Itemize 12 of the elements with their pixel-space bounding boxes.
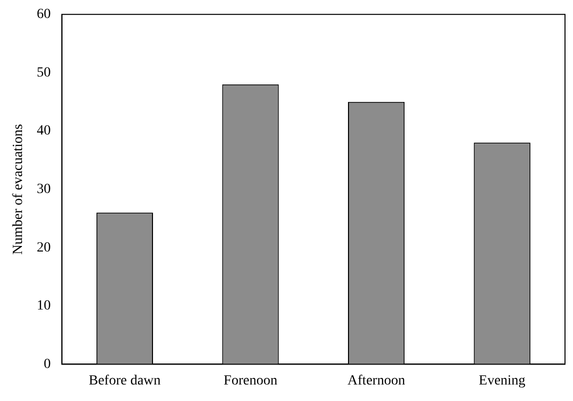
y-tick-label: 30 [36,182,51,197]
x-tick-label: Afternoon [348,373,406,388]
y-axis-title: Number of evacuations [11,124,26,255]
y-tick-label: 60 [36,7,51,22]
x-tick-label: Before dawn [88,373,161,388]
x-tick-label: Evening [478,373,526,388]
y-tick-label: 0 [44,356,51,372]
y-tick-label: 10 [36,298,51,314]
y-tick-label: 20 [36,240,51,256]
x-tick-label: Forenoon [224,373,278,388]
y-tick-label: 40 [36,124,51,139]
y-tick-label: 50 [36,65,51,80]
